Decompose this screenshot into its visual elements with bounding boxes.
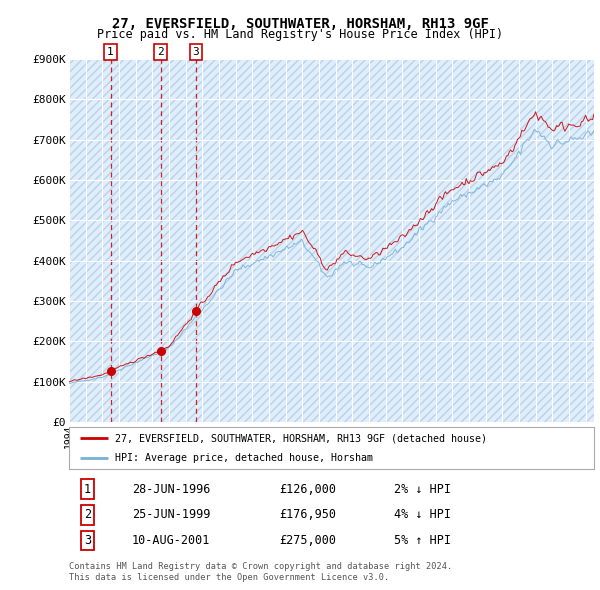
- Text: 5% ↑ HPI: 5% ↑ HPI: [395, 534, 452, 547]
- Text: 3: 3: [193, 47, 199, 57]
- Text: 4% ↓ HPI: 4% ↓ HPI: [395, 508, 452, 522]
- Text: 27, EVERSFIELD, SOUTHWATER, HORSHAM, RH13 9GF (detached house): 27, EVERSFIELD, SOUTHWATER, HORSHAM, RH1…: [115, 434, 487, 444]
- Text: £275,000: £275,000: [279, 534, 336, 547]
- Text: 28-JUN-1996: 28-JUN-1996: [132, 483, 211, 496]
- Text: 2: 2: [157, 47, 164, 57]
- Text: 3: 3: [84, 534, 91, 547]
- Text: Price paid vs. HM Land Registry's House Price Index (HPI): Price paid vs. HM Land Registry's House …: [97, 28, 503, 41]
- Text: Contains HM Land Registry data © Crown copyright and database right 2024.: Contains HM Land Registry data © Crown c…: [69, 562, 452, 571]
- Text: 1: 1: [84, 483, 91, 496]
- Text: 27, EVERSFIELD, SOUTHWATER, HORSHAM, RH13 9GF: 27, EVERSFIELD, SOUTHWATER, HORSHAM, RH1…: [112, 17, 488, 31]
- Text: 25-JUN-1999: 25-JUN-1999: [132, 508, 211, 522]
- Text: This data is licensed under the Open Government Licence v3.0.: This data is licensed under the Open Gov…: [69, 573, 389, 582]
- Text: 10-AUG-2001: 10-AUG-2001: [132, 534, 211, 547]
- Text: 2% ↓ HPI: 2% ↓ HPI: [395, 483, 452, 496]
- Text: £126,000: £126,000: [279, 483, 336, 496]
- Text: 2: 2: [84, 508, 91, 522]
- Text: £176,950: £176,950: [279, 508, 336, 522]
- Text: HPI: Average price, detached house, Horsham: HPI: Average price, detached house, Hors…: [115, 454, 373, 463]
- Text: 1: 1: [107, 47, 114, 57]
